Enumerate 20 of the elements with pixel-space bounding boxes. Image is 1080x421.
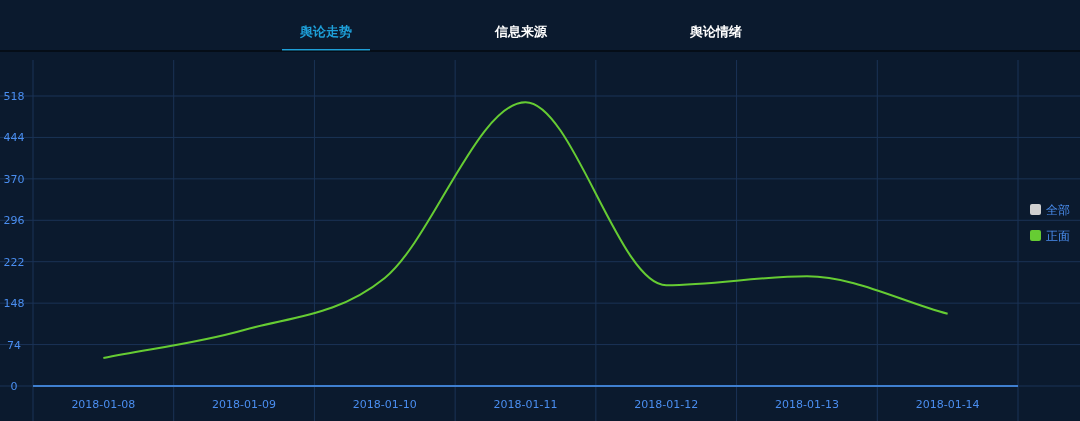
y-tick-label: 370 [3,172,25,186]
x-tick-label: 2018-01-11 [493,398,558,411]
x-tick-label: 2018-01-10 [352,398,417,411]
legend-label: 正面 [1046,229,1070,243]
y-tick-label: 148 [3,297,25,311]
text: 舆论情绪 [689,24,742,39]
y-tick-label: 0 [10,380,18,393]
y-tick-label: 444 [3,131,25,145]
y-tick-label: 518 [3,90,25,103]
text: 舆论走势 [299,24,352,39]
x-tick-label: 2018-01-13 [774,398,839,411]
legend-label: 全部 [1046,203,1070,217]
y-tick-label: 74 [7,338,21,352]
x-tick-label: 2018-01-12 [634,398,699,411]
x-tick-label: 2018-01-14 [915,398,980,411]
x-tick-label: 2018-01-08 [71,398,136,411]
text: 信息来源 [494,24,548,39]
y-tick-label: 222 [3,255,25,269]
x-tick-label: 2018-01-09 [212,398,277,411]
y-tick-label: 296 [3,214,25,228]
